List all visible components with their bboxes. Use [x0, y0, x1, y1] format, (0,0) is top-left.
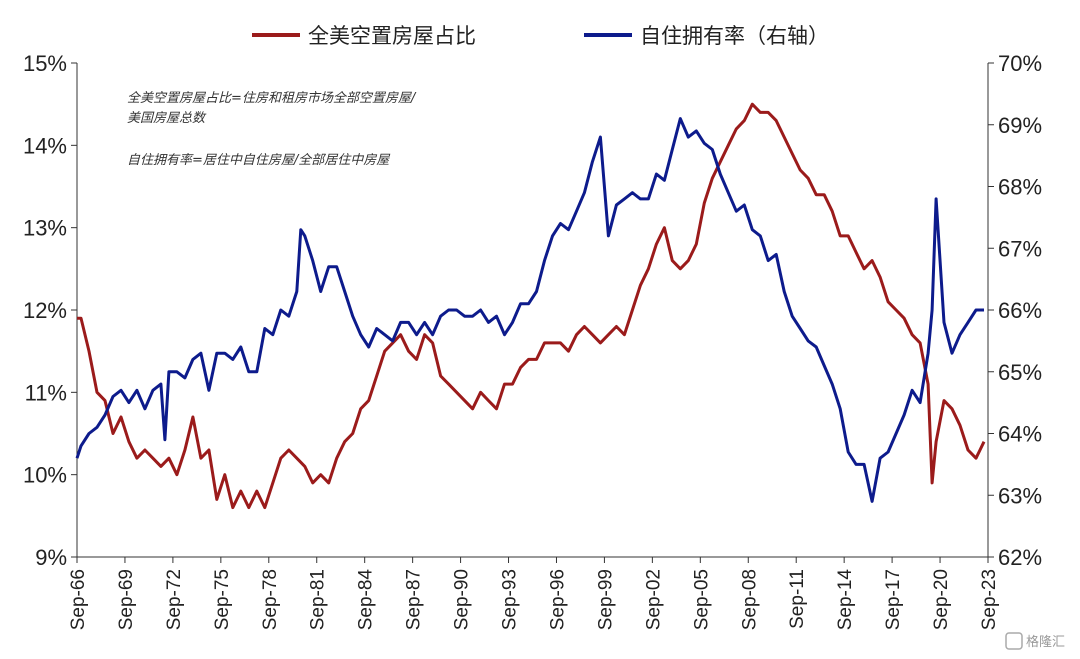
- x-tick-label: Sep-23: [979, 569, 1000, 630]
- x-tick-label: Sep-78: [260, 569, 281, 630]
- right-y-tick-label: 64%: [998, 422, 1042, 447]
- left-y-tick-label: 9%: [35, 545, 67, 570]
- x-ticks: Sep-66 Sep-69 Sep-72 Sep-75 Sep-78 Sep-81 Sep-…: [68, 557, 1000, 630]
- x-tick-label: Sep-87: [404, 569, 425, 630]
- x-tick-label: Sep-99: [595, 569, 616, 630]
- watermark-logo-icon: [1005, 632, 1023, 650]
- x-tick-label: Sep-20: [931, 569, 952, 630]
- x-tick-label: Sep-17: [883, 569, 904, 630]
- left-y-tick-label: 12%: [23, 298, 67, 323]
- x-tick-label: Sep-05: [691, 569, 712, 630]
- right-y-tick-label: 67%: [998, 236, 1042, 261]
- left-y-tick-label: 13%: [23, 216, 67, 241]
- x-tick-label: Sep-75: [212, 569, 233, 630]
- x-tick-label: Sep-72: [164, 569, 185, 630]
- series-layer: [75, 102, 986, 510]
- legend-label-ownership: 自住拥有率（右轴）: [640, 24, 829, 48]
- series-line-vacancy-rate: [77, 102, 986, 510]
- x-tick-label: Sep-66: [68, 569, 89, 630]
- legend: 全美空置房屋占比 自住拥有率（右轴）: [252, 24, 829, 48]
- left-y-tick-label: 11%: [25, 380, 67, 405]
- right-y-ticks: 62% 63% 64% 65% 66% 67% 68% 69% 70%: [988, 51, 1042, 570]
- note-line-3: 自住拥有率=居住中自住房屋/全部居住中房屋: [127, 152, 391, 168]
- right-y-tick-label: 70%: [998, 51, 1042, 76]
- x-tick-label: Sep-81: [308, 569, 329, 630]
- right-y-tick-label: 68%: [998, 175, 1042, 200]
- x-tick-label: Sep-14: [835, 569, 856, 631]
- definition-note: 全美空置房屋占比=住房和租房市场全部空置房屋/ 美国房屋总数 自住拥有率=居住中…: [127, 90, 417, 168]
- note-line-1: 全美空置房屋占比=住房和租房市场全部空置房屋/: [127, 90, 417, 106]
- x-tick-label: Sep-84: [356, 569, 377, 631]
- x-tick-label: Sep-96: [547, 569, 568, 630]
- x-tick-label: Sep-11: [787, 569, 808, 629]
- note-line-2: 美国房屋总数: [127, 111, 207, 126]
- right-y-tick-label: 66%: [998, 298, 1042, 323]
- right-y-tick-label: 63%: [998, 483, 1042, 508]
- right-y-tick-label: 65%: [998, 360, 1042, 385]
- watermark-text: 格隆汇: [1026, 634, 1065, 650]
- right-y-tick-label: 69%: [998, 113, 1042, 138]
- left-y-tick-label: 14%: [23, 133, 67, 158]
- series-line-homeownership-rate: [75, 117, 984, 503]
- x-tick-label: Sep-08: [739, 569, 760, 630]
- left-y-tick-label: 10%: [23, 463, 67, 488]
- x-tick-label: Sep-69: [116, 569, 137, 630]
- left-y-ticks: 9% 10% 11% 12% 13% 14% 15%: [23, 51, 77, 570]
- x-tick-label: Sep-02: [643, 569, 664, 630]
- x-tick-label: Sep-93: [500, 569, 521, 630]
- watermark: 格隆汇: [1005, 632, 1065, 650]
- left-y-tick-label: 15%: [23, 51, 67, 76]
- x-tick-label: Sep-90: [452, 569, 473, 630]
- legend-label-vacancy: 全美空置房屋占比: [308, 24, 476, 48]
- right-y-tick-label: 62%: [998, 545, 1042, 570]
